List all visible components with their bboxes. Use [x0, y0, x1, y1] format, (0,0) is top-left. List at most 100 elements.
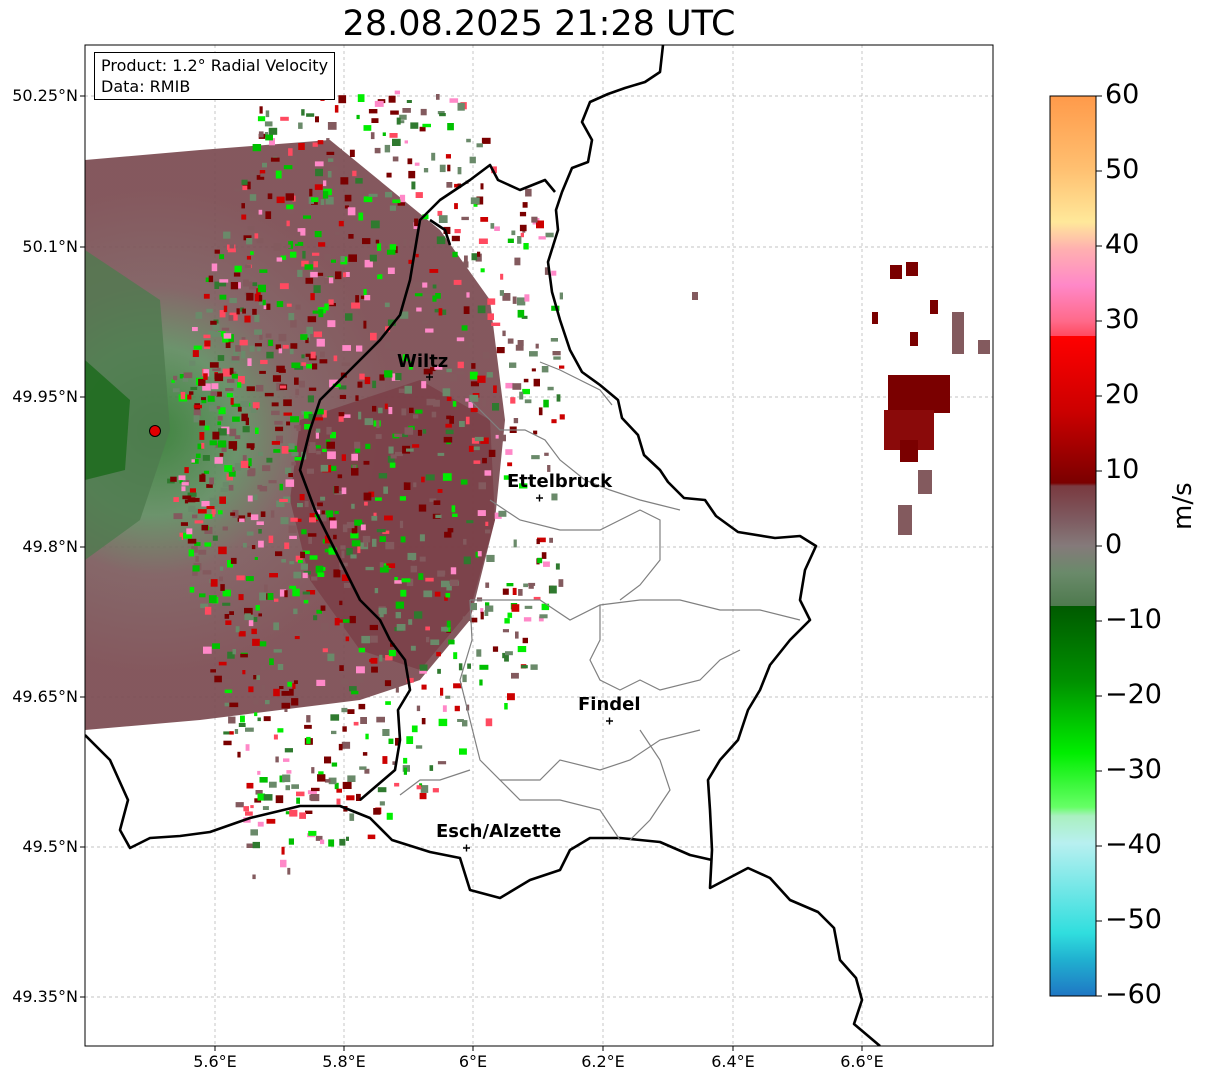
radar-echo-pixel [528, 583, 534, 589]
radar-echo-pixel [512, 296, 517, 304]
radar-echo-pixel [245, 417, 249, 426]
radar-echo-pixel [247, 358, 252, 366]
radar-echo-pixel [237, 751, 241, 758]
radar-echo-pixel [429, 269, 439, 273]
radar-echo-pixel [363, 125, 372, 131]
radar-echo-pixel [192, 565, 200, 572]
radar-echo-pixel [492, 403, 500, 411]
radar-echo-pixel [412, 281, 422, 288]
radar-echo-pixel [212, 323, 220, 330]
radar-echo-pixel [275, 551, 283, 557]
radar-echo-pixel [208, 330, 215, 338]
radar-echo-pixel [308, 830, 317, 836]
radar-echo-pixel [339, 394, 347, 399]
radar-echo-pixel [281, 559, 286, 563]
radar-echo-pixel [250, 514, 259, 521]
radar-echo-pixel [300, 334, 308, 340]
radar-echo-pixel [363, 320, 367, 329]
radar-echo-pixel [204, 606, 212, 615]
radar-echo-pixel [456, 371, 465, 375]
radar-echo-pixel [199, 432, 205, 440]
radar-echo-pixel [509, 362, 517, 368]
radar-echo-pixel [357, 381, 363, 388]
radar-echo-pixel [387, 267, 395, 274]
radar-echo-pixel [180, 522, 188, 526]
radar-echo-pixel [315, 116, 319, 123]
radar-echo-pixel [386, 172, 392, 178]
radar-echo-pixel [443, 436, 453, 443]
radar-echo-pixel [401, 408, 407, 416]
radar-echo-pixel [371, 515, 378, 521]
radar-echo-pixel [245, 811, 253, 816]
radar-echo-pixel [285, 467, 292, 475]
source-label: Data: RMIB [101, 77, 191, 96]
radar-echo-pixel [308, 446, 316, 453]
radar-echo-pixel [441, 580, 450, 588]
radar-echo-pixel [342, 619, 352, 623]
radar-echo-pixel [201, 397, 206, 401]
radar-echo-pixel [284, 748, 293, 753]
radar-echo-pixel [281, 846, 285, 855]
product-info-box: Product: 1.2° Radial Velocity Data: RMIB [94, 52, 336, 100]
radar-echo-pixel [482, 457, 487, 464]
radar-echo-pixel [385, 541, 395, 550]
radar-echo-pixel [224, 465, 233, 472]
radar-echo-pixel [362, 238, 371, 245]
radar-echo-pixel [375, 239, 380, 244]
radar-echo-pixel [290, 251, 297, 258]
radar-echo-pixel [443, 226, 451, 234]
radar-echo-pixel [495, 434, 499, 439]
radar-echo-pixel [422, 282, 428, 288]
radar-echo-pixel [355, 295, 359, 303]
radar-echo-pixel [327, 171, 332, 178]
radar-echo-pixel [241, 214, 247, 220]
radar-echo-pixel [408, 259, 414, 264]
radar-echo-pixel [322, 410, 327, 418]
radar-echo-pixel [275, 795, 284, 804]
radar-echo-pixel [240, 460, 249, 468]
radar-echo-pixel [410, 122, 419, 129]
radar-echo-pixel [241, 179, 248, 185]
radar-echo-pixel [389, 462, 396, 468]
radar-echo-pixel [496, 347, 505, 354]
radar-echo-pixel [294, 636, 300, 640]
radar-echo-pixel [294, 377, 299, 385]
radar-echo-pixel [225, 678, 232, 683]
radar-echo-pixel [288, 313, 295, 321]
radar-echo-pixel [303, 599, 309, 604]
radar-echo-pixel [262, 162, 267, 168]
radar-echo-pixel [414, 293, 423, 297]
radar-echo-pixel [469, 156, 476, 164]
radar-echo-pixel [454, 229, 461, 234]
radar-echo-pixel [295, 304, 301, 310]
radar-echo-pixel [272, 375, 281, 382]
radar-echo-pixel [231, 356, 240, 361]
radar-echo-pixel [466, 292, 470, 298]
radar-echo-pixel [513, 418, 519, 424]
radar-echo-pixel [490, 223, 495, 229]
radar-echo-pixel [498, 510, 507, 517]
radar-echo-pixel [355, 395, 359, 401]
radar-echo-pixel [518, 589, 523, 596]
radar-echo-pixel [237, 405, 242, 412]
radar-echo-pixel [209, 362, 219, 368]
radar-echo-pixel [334, 232, 340, 236]
radar-echo-pixel [257, 770, 261, 775]
radar-echo-pixel [341, 707, 348, 713]
colorbar-tick-label: 10 [1105, 454, 1140, 485]
radar-echo-pixel [305, 353, 314, 357]
radar-echo-pixel [414, 218, 419, 227]
radar-echo-pixel [421, 718, 426, 725]
radar-echo-pixel [302, 572, 308, 579]
radar-echo-pixel [360, 524, 366, 531]
radar-echo-pixel [320, 839, 325, 845]
radar-echo-pixel [358, 212, 364, 221]
radar-echo-pixel [446, 368, 452, 373]
radar-echo-pixel [422, 429, 427, 434]
radar-echo-pixel [293, 571, 302, 579]
radar-echo-pixel [475, 551, 479, 558]
radar-echo-pixel [294, 632, 303, 640]
radar-echo-pixel [308, 413, 314, 421]
radar-echo-pixel [470, 407, 478, 413]
radar-echo-pixel [295, 388, 300, 396]
